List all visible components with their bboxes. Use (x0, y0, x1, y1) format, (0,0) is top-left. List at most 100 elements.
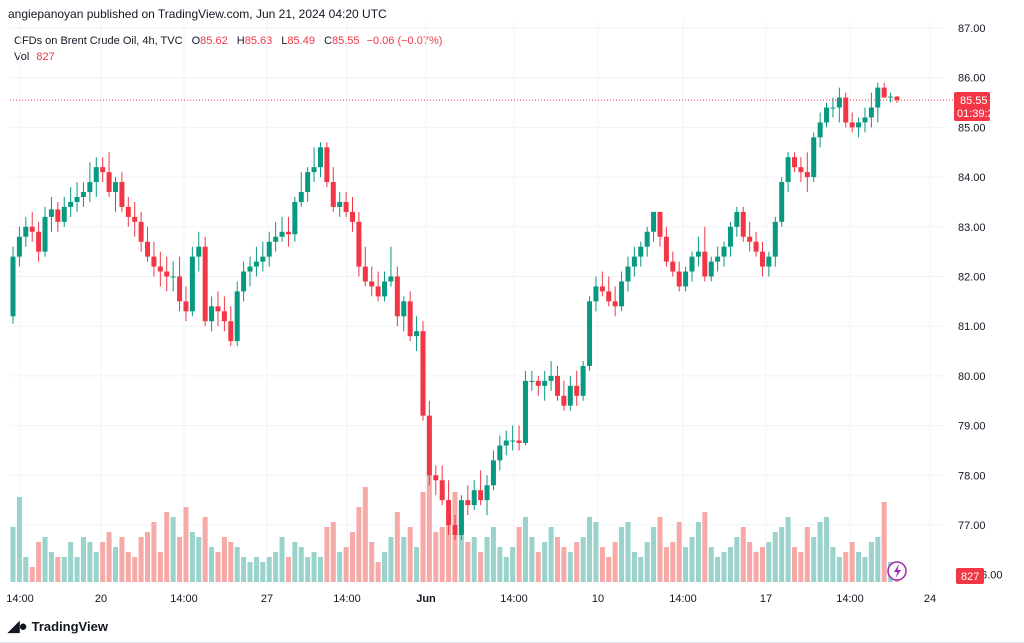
volume-bar (68, 542, 74, 582)
y-tick-label: 83.00 (958, 222, 986, 234)
volume-bar (401, 537, 407, 582)
candle (715, 246, 721, 272)
candle (817, 112, 823, 148)
volume-bar (196, 537, 202, 582)
candle-body (490, 460, 496, 486)
candle (414, 316, 420, 352)
candle (727, 221, 733, 257)
volume-bar (55, 557, 61, 582)
volume-bar (356, 507, 362, 582)
candle (561, 380, 567, 411)
candle (324, 142, 330, 188)
candle-body (587, 301, 593, 366)
low-label: L (281, 35, 288, 47)
candle-body (23, 226, 29, 237)
volume-tag-value: 827 (961, 571, 979, 583)
volume-bar (734, 537, 740, 582)
volume-bar (510, 547, 516, 582)
volume-bar (273, 552, 279, 582)
candle (317, 142, 323, 178)
candle-body (702, 251, 708, 277)
volume-bar (362, 487, 368, 582)
candle (170, 261, 176, 292)
candle-body (164, 271, 170, 277)
candle-body (388, 276, 394, 282)
candle (145, 226, 151, 262)
candle-body (350, 211, 356, 222)
candle-body (804, 172, 810, 178)
volume-bar (606, 557, 612, 582)
candle-body (394, 276, 400, 317)
volume-bar (100, 542, 106, 582)
candle (48, 196, 54, 232)
time-axis[interactable]: 14:00 20 14:00 27 14:00 Jun 14:00 10 14:00 17 14:0… (6, 593, 936, 605)
candle-body (715, 256, 721, 262)
candle (811, 132, 817, 183)
y-tick-label: 79.00 (958, 421, 986, 433)
candle (80, 182, 86, 207)
volume-bar (29, 567, 35, 582)
volume-bar (651, 527, 657, 582)
volume-bar (798, 552, 804, 582)
candle-body (740, 211, 746, 237)
price-axis[interactable]: 87.00 86.00 85.00 84.00 83.00 82.00 81.00 80.00… (958, 23, 1003, 582)
y-tick-label: 86.00 (958, 73, 986, 85)
candle-body (145, 241, 151, 257)
volume-bar (561, 547, 567, 582)
volume-bar (631, 552, 637, 582)
candle (42, 206, 48, 257)
volume-bar (644, 542, 650, 582)
candle-body (433, 475, 439, 481)
candle (567, 375, 573, 411)
candle-body (465, 500, 471, 506)
candle-body (798, 167, 804, 173)
volume-bar (112, 547, 118, 582)
volume-bar (625, 522, 631, 582)
candle-body (317, 147, 323, 168)
volume-bar (305, 557, 311, 582)
candle (119, 172, 125, 212)
volume-bar (426, 472, 432, 582)
candle (836, 87, 842, 123)
volume-bar (721, 552, 727, 582)
volume-bar (766, 542, 772, 582)
candle-body (535, 380, 541, 386)
candle (702, 226, 708, 282)
candle (68, 187, 74, 217)
volume-bar (548, 527, 554, 582)
volume-bar (350, 532, 356, 582)
volume-bar (375, 562, 381, 582)
candle (439, 465, 445, 506)
brand-name: TradingView (31, 618, 108, 634)
candle (522, 370, 528, 446)
candle-body (247, 266, 253, 272)
volume-bar (439, 527, 445, 582)
x-tick-label: 14:00 (6, 593, 34, 605)
volume-bar (580, 537, 586, 582)
lightning-icon[interactable] (887, 561, 907, 581)
candle (510, 425, 516, 451)
candle (298, 172, 304, 207)
candle-body (484, 485, 490, 501)
volume-bar (785, 517, 791, 582)
candle-body (676, 271, 682, 287)
candle (587, 296, 593, 371)
candle (279, 216, 285, 242)
candle (157, 251, 163, 287)
candle-body (112, 182, 118, 193)
candle (343, 192, 349, 217)
candle-body (747, 236, 753, 242)
footer-brand[interactable]: ◢● TradingView (8, 617, 108, 635)
candle (734, 206, 740, 237)
candle (151, 241, 157, 277)
volume-bar (599, 547, 605, 582)
candle-body (266, 241, 272, 257)
candle-body (811, 137, 817, 178)
candle-body (100, 167, 106, 173)
candle (420, 321, 426, 421)
volume-bar (740, 527, 746, 582)
volume-bar (529, 537, 535, 582)
candle (471, 480, 477, 511)
volume-bar (279, 537, 285, 582)
